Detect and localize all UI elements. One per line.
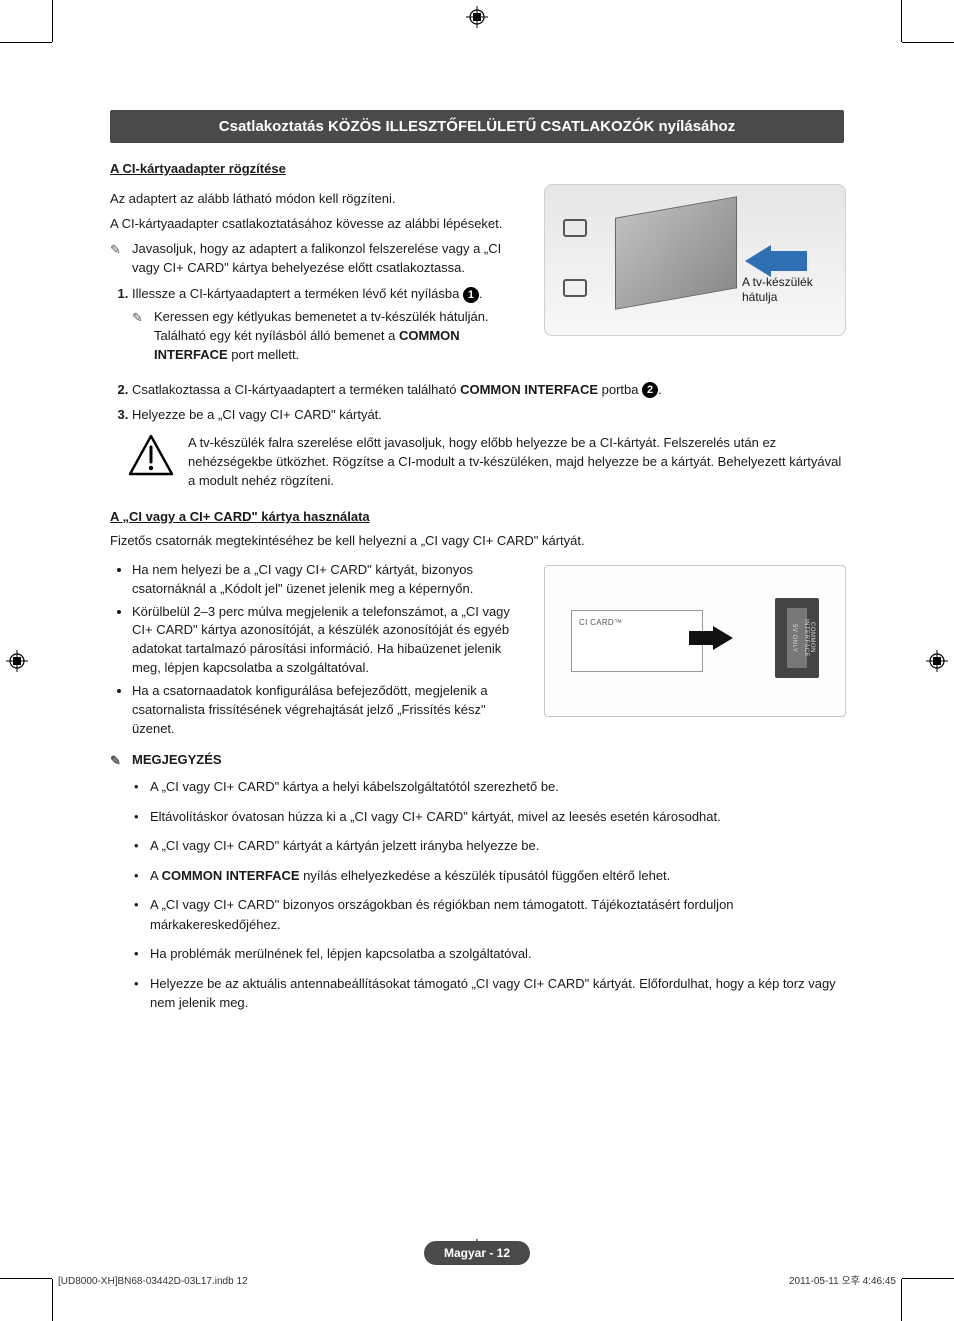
left-column-2: Ha nem helyezi be a „CI vagy CI+ CARD" k… bbox=[110, 557, 528, 743]
note-icon: ✎ bbox=[110, 241, 121, 260]
para-intro-1: Az adaptert az alább látható módon kell … bbox=[110, 190, 528, 209]
figure-caption-l2: hátulja bbox=[742, 290, 777, 304]
step-2: Csatlakoztassa a CI-kártyaadaptert a ter… bbox=[132, 381, 844, 400]
warning-icon bbox=[128, 434, 174, 476]
page: Csatlakoztatás KÖZÖS ILLESZTŐFELÜLETŰ CS… bbox=[0, 0, 954, 1321]
footer-filename: [UD8000-XH]BN68-03442D-03L17.indb 12 bbox=[58, 1276, 248, 1287]
note-item-4: A COMMON INTERFACE nyílás elhelyezkedése… bbox=[150, 866, 844, 886]
step-1-subnote: ✎ Keressen egy kétlyukas bemenetet a tv-… bbox=[132, 308, 528, 365]
arrow-right-icon bbox=[713, 626, 733, 650]
note-item-1: A „CI vagy CI+ CARD" kártya a helyi kábe… bbox=[150, 777, 844, 797]
figure-caption: A tv-készülék hátulja bbox=[742, 275, 842, 306]
notes-list: A „CI vagy CI+ CARD" kártya a helyi kábe… bbox=[110, 777, 844, 1013]
note-4-c: nyílás elhelyezkedése a készülék típusát… bbox=[300, 868, 671, 883]
figure-tv-back: A tv-készülék hátulja bbox=[544, 184, 844, 334]
bullet-1: Ha nem helyezi be a „CI vagy CI+ CARD" k… bbox=[132, 561, 528, 599]
ci-adapter-graphic bbox=[615, 196, 737, 310]
para-paychannels: Fizetős csatornák megtekintéséhez be kel… bbox=[110, 532, 844, 551]
step-2-a: Csatlakoztassa a CI-kártyaadaptert a ter… bbox=[132, 382, 460, 397]
step-3: Helyezze be a „CI vagy CI+ CARD" kártyát… bbox=[132, 406, 844, 425]
ci-card-label: CI CARD™ bbox=[579, 618, 622, 627]
arrow-left-icon bbox=[745, 245, 771, 277]
notes-heading-text: MEGJEGYZÉS bbox=[132, 752, 222, 767]
crop-mark-icon bbox=[0, 1278, 52, 1279]
crop-mark-icon bbox=[901, 1279, 902, 1321]
circled-number-1-icon: 1 bbox=[463, 287, 479, 303]
notes-heading: ✎ MEGJEGYZÉS bbox=[110, 752, 844, 767]
step-2-c: portba bbox=[598, 382, 642, 397]
two-column-layout: Az adaptert az alább látható módon kell … bbox=[110, 184, 844, 373]
circled-number-2-icon: 2 bbox=[642, 382, 658, 398]
bullet-2: Körülbelül 2–3 perc múlva megjelenik a t… bbox=[132, 603, 528, 678]
warning-row: A tv-készülék falra szerelése előtt java… bbox=[110, 434, 844, 491]
footer-timestamp: 2011-05-11 오후 4:46:45 bbox=[789, 1272, 896, 1287]
slot-label-common-interface: COMMON INTERFACE bbox=[805, 604, 815, 672]
note-item-6: Ha problémák merülnének fel, lépjen kapc… bbox=[150, 944, 844, 964]
figure-tv-back-graphic bbox=[544, 184, 846, 336]
steps-list: Illessze a CI-kártyaadaptert a terméken … bbox=[110, 285, 528, 364]
page-number-badge: Magyar - 12 bbox=[424, 1241, 530, 1265]
crop-mark-icon bbox=[52, 1279, 53, 1321]
note-item-5: A „CI vagy CI+ CARD" bizonyos országokba… bbox=[150, 895, 844, 934]
step-1-text-a: Illessze a CI-kártyaadaptert a terméken … bbox=[132, 286, 463, 301]
step-2-b: COMMON INTERFACE bbox=[460, 382, 598, 397]
section-title-bar: Csatlakoztatás KÖZÖS ILLESZTŐFELÜLETŰ CS… bbox=[110, 110, 844, 143]
warning-text: A tv-készülék falra szerelése előtt java… bbox=[188, 434, 844, 491]
note-4-b: COMMON INTERFACE bbox=[162, 868, 300, 883]
note-item-3: A „CI vagy CI+ CARD" kártyát a kártyán j… bbox=[150, 836, 844, 856]
note-4-a: A bbox=[150, 868, 162, 883]
steps-list-cont: Csatlakoztassa a CI-kártyaadaptert a ter… bbox=[110, 381, 844, 425]
two-column-layout-2: Ha nem helyezi be a „CI vagy CI+ CARD" k… bbox=[110, 557, 844, 743]
registration-mark-icon bbox=[466, 6, 488, 28]
crop-mark-icon bbox=[902, 1278, 954, 1279]
figure-ci-card: CI CARD™ 5V ONLY COMMON INTERFACE bbox=[544, 565, 846, 717]
content-area: Csatlakoztatás KÖZÖS ILLESZTŐFELÜLETŰ CS… bbox=[110, 110, 844, 1023]
note-item-2: Eltávolításkor óvatosan húzza ki a „CI v… bbox=[150, 807, 844, 827]
registration-mark-icon bbox=[6, 650, 28, 672]
right-column: A tv-készülék hátulja bbox=[544, 184, 844, 373]
crop-mark-icon bbox=[902, 42, 954, 43]
note-icon: ✎ bbox=[132, 309, 143, 328]
registration-mark-icon bbox=[926, 650, 948, 672]
slot-label-5v: 5V ONLY bbox=[787, 614, 797, 662]
bullet-list: Ha nem helyezi be a „CI vagy CI+ CARD" k… bbox=[110, 561, 528, 739]
step-2-d: . bbox=[658, 382, 662, 397]
crop-mark-icon bbox=[901, 0, 902, 42]
note-icon: ✎ bbox=[110, 753, 121, 769]
para-intro-2: A CI-kártyaadapter csatlakoztatásához kö… bbox=[110, 215, 528, 234]
subheading-ci-adapter: A CI-kártyaadapter rögzítése bbox=[110, 161, 844, 176]
note-recommend-text: Javasoljuk, hogy az adaptert a falikonzo… bbox=[132, 241, 501, 275]
left-column: Az adaptert az alább látható módon kell … bbox=[110, 184, 528, 373]
figure-caption-l1: A tv-készülék bbox=[742, 275, 813, 289]
bullet-3: Ha a csatornaadatok konfigurálása befeje… bbox=[132, 682, 528, 739]
crop-mark-icon bbox=[52, 0, 53, 42]
step-1: Illessze a CI-kártyaadaptert a terméken … bbox=[132, 285, 528, 364]
subheading-ci-card-use: A „CI vagy a CI+ CARD" kártya használata bbox=[110, 509, 844, 524]
right-column-2: CI CARD™ 5V ONLY COMMON INTERFACE bbox=[544, 557, 844, 743]
note-item-7: Helyezze be az aktuális antennabeállítás… bbox=[150, 974, 844, 1013]
crop-mark-icon bbox=[0, 42, 52, 43]
step-1-text-b: . bbox=[479, 286, 483, 301]
step-1-sub-c: port mellett. bbox=[228, 347, 300, 362]
note-recommend: ✎ Javasoljuk, hogy az adaptert a falikon… bbox=[110, 240, 528, 278]
